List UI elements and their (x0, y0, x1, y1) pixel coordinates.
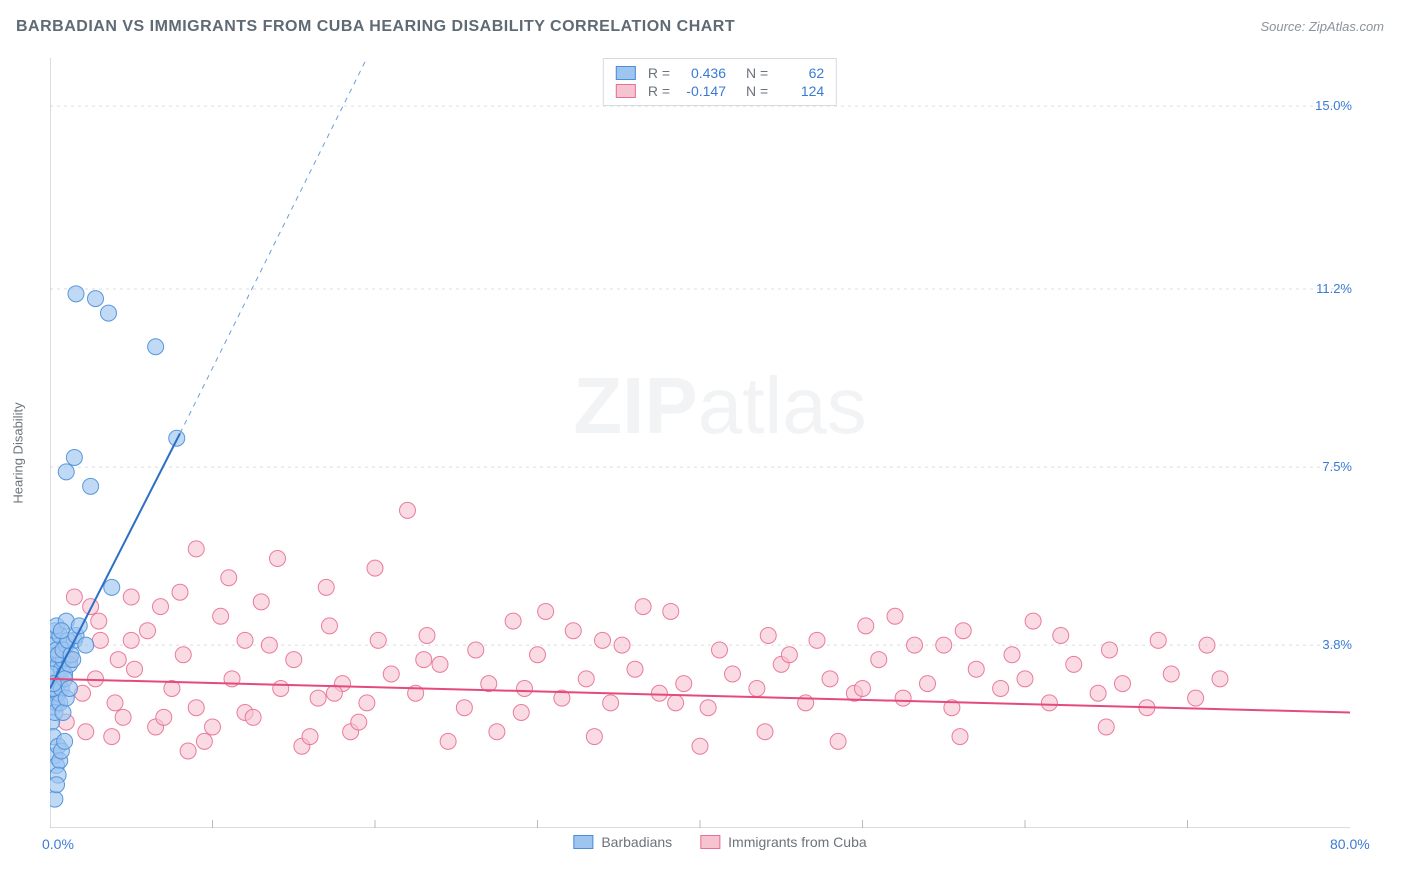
y-axis-label: Hearing Disability (11, 402, 26, 503)
legend-swatch-icon (616, 84, 636, 98)
legend-label: Barbadians (601, 834, 672, 850)
y-tick-label: 3.8% (1322, 637, 1352, 652)
scatter-plot-svg (50, 58, 1350, 828)
r-label: R = (648, 65, 670, 81)
r-value: -0.147 (678, 83, 726, 99)
legend-item: Immigrants from Cuba (700, 834, 866, 850)
legend-stat-row: R = 0.436 N = 62 (616, 64, 824, 82)
legend-correlation-box: R = 0.436 N = 62 R = -0.147 N = 124 (603, 58, 837, 106)
legend-bottom: Barbadians Immigrants from Cuba (573, 834, 866, 850)
r-label: R = (648, 83, 670, 99)
n-value: 62 (776, 65, 824, 81)
legend-stat-row: R = -0.147 N = 124 (616, 82, 824, 100)
legend-label: Immigrants from Cuba (728, 834, 866, 850)
y-tick-label: 11.2% (1316, 281, 1352, 296)
n-label: N = (746, 65, 768, 81)
y-tick-label: 15.0% (1315, 98, 1352, 113)
n-label: N = (746, 83, 768, 99)
y-tick-label: 7.5% (1322, 459, 1352, 474)
legend-swatch-icon (700, 835, 720, 849)
n-value: 124 (776, 83, 824, 99)
legend-swatch-icon (573, 835, 593, 849)
chart-title: BARBADIAN VS IMMIGRANTS FROM CUBA HEARIN… (16, 18, 735, 36)
legend-item: Barbadians (573, 834, 672, 850)
legend-swatch-icon (616, 66, 636, 80)
x-axis-origin-label: 0.0% (42, 836, 74, 852)
r-value: 0.436 (678, 65, 726, 81)
x-axis-max-label: 80.0% (1330, 836, 1370, 852)
chart-area: Hearing Disability ZIPatlas R =0.436N =6… (50, 58, 1390, 848)
source-attribution: Source: ZipAtlas.com (1260, 19, 1384, 34)
